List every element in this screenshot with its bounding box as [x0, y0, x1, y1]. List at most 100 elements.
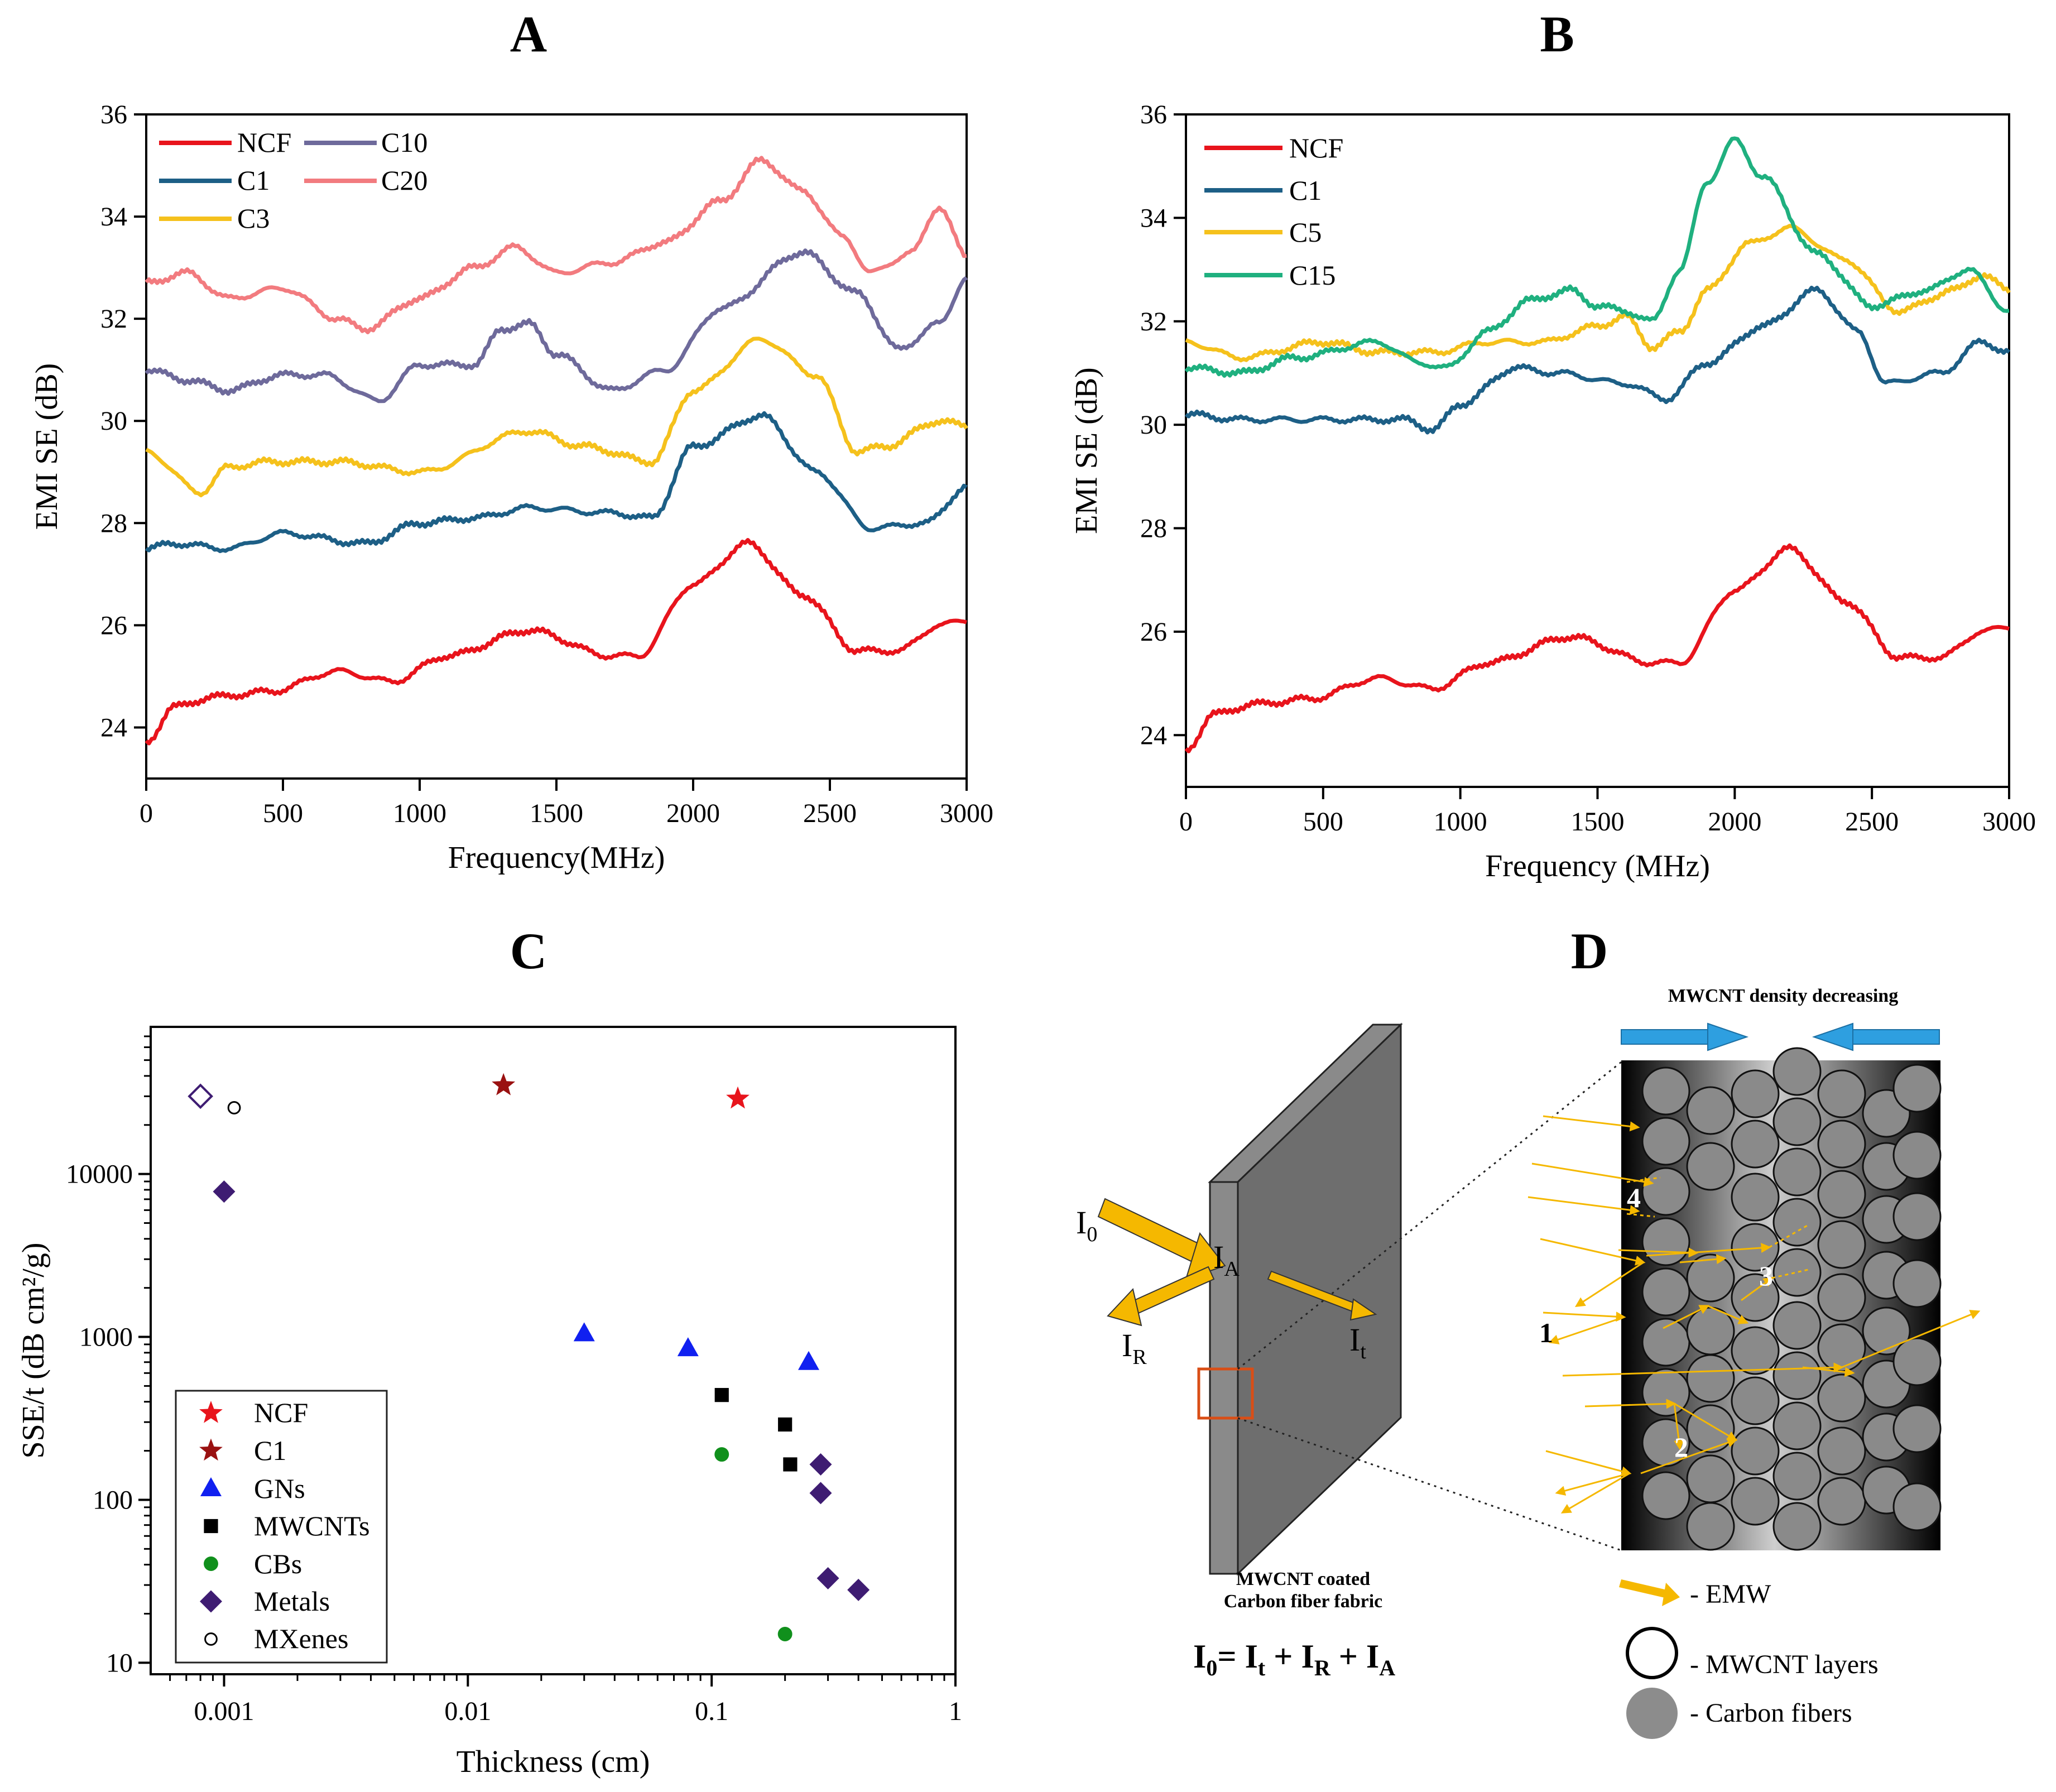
legend-c: NCF C1 GNs MWCNTs CBs Metals MXenes	[175, 1390, 388, 1664]
label-it: It	[1349, 1322, 1366, 1363]
emw-ray	[1673, 1403, 1684, 1450]
emw-ray	[1679, 1254, 1727, 1265]
series-line-ncf	[145, 538, 967, 746]
carbon-fiber	[1817, 1120, 1866, 1169]
carbon-fiber	[1892, 1337, 1942, 1386]
emw-ray	[1707, 1305, 1749, 1324]
incident-arrow	[1097, 1198, 1226, 1280]
point-mwcnts	[714, 1388, 729, 1402]
carbon-fiber	[1731, 1223, 1780, 1272]
legend-c-cbs: CBs	[254, 1548, 302, 1579]
path-number-1: 1	[1539, 1317, 1553, 1348]
y-tick-label: 30	[1140, 410, 1167, 440]
legend-c-mwcnts: MWCNTs	[254, 1510, 370, 1541]
density-arrow-left	[1621, 1022, 1749, 1051]
path-number-4: 4	[1627, 1182, 1641, 1213]
legend-a-c20-label: C20	[381, 165, 427, 196]
y-tick-label: 26	[1140, 617, 1167, 647]
label-ia: IA	[1213, 1239, 1240, 1281]
plot-frame	[150, 1026, 957, 1675]
legend-a-c10-label: C10	[381, 127, 427, 158]
emw-ray-dashed	[1626, 1213, 1655, 1218]
y-tick-label: 32	[1140, 307, 1167, 337]
legend-c-marker	[199, 1401, 223, 1423]
y-tick-label: 30	[100, 406, 127, 436]
carbon-fiber	[1862, 1306, 1911, 1356]
chart-b: 0 500 1000 1500 2000 2500 3000 24 26 28 30 32 34 36 Fr…	[1069, 100, 2036, 883]
x-tick-label: 500	[1303, 807, 1343, 837]
chart-c: 0.001 0.01 0.1 1 10 100 1000 10000 Thickness (cm…	[16, 1026, 962, 1779]
y-axis-title: SSE/t (dB cm²/g)	[16, 1242, 51, 1458]
point-gns	[677, 1337, 699, 1357]
carbon-fiber	[1641, 1318, 1690, 1367]
legend-c-marker	[200, 1477, 222, 1496]
legend-a: NCF C1 C3 C10 C20	[159, 127, 427, 234]
y-tick-label: 28	[100, 508, 127, 538]
panel-letter-b: B	[1540, 6, 1574, 63]
legend-d-emw: - EMW	[1619, 1579, 1771, 1609]
zoom-box	[1197, 1367, 1254, 1420]
panel-letter-a: A	[510, 6, 547, 63]
emw-ray	[1548, 1316, 1625, 1344]
carbon-fiber	[1686, 1502, 1735, 1551]
carbon-fiber	[1731, 1173, 1780, 1222]
emw-ray	[1663, 1305, 1710, 1329]
x-tick-label: 2500	[803, 799, 857, 828]
carbon-fiber	[1817, 1069, 1866, 1118]
emw-ray	[1574, 1261, 1644, 1307]
legend-c-marker	[204, 1519, 218, 1534]
carbon-fiber	[1641, 1117, 1690, 1166]
point-metals	[809, 1453, 832, 1476]
point-c1	[492, 1073, 516, 1096]
emw-ray	[1640, 1438, 1738, 1474]
carbon-fiber	[1892, 1192, 1942, 1241]
point-mwcnts	[778, 1417, 792, 1432]
legend-d-fibers-label: - Carbon fibers	[1690, 1698, 1852, 1728]
carbon-fiber	[1641, 1267, 1690, 1317]
point-cbs	[777, 1627, 792, 1641]
carbon-fiber	[1892, 1404, 1942, 1453]
emw-ray	[1841, 1310, 1981, 1368]
panel-letter-d: D	[1571, 923, 1608, 979]
carbon-fiber	[1731, 1326, 1780, 1375]
carbon-fiber	[1731, 1069, 1780, 1118]
x-tick-label: 0.01	[444, 1697, 491, 1726]
point-gns	[798, 1351, 820, 1370]
legend-c-marker	[199, 1438, 223, 1461]
emw-ray	[1584, 1399, 1676, 1409]
point-metals	[213, 1180, 236, 1203]
diagram-d: I0 IA IR It MWCNT coated Carbon fiber fa…	[1076, 986, 1981, 1739]
carbon-fiber	[1772, 1147, 1822, 1197]
x-tick-label: 0.1	[695, 1697, 728, 1726]
legend-c-ncf: NCF	[254, 1397, 308, 1428]
emw-ray-dashed	[1626, 1176, 1661, 1183]
plot-frame	[1185, 113, 2010, 788]
legend-c-metals: Metals	[254, 1586, 330, 1617]
point-gns	[573, 1322, 595, 1342]
emw-ray	[1545, 1450, 1632, 1476]
fabric-side-face	[1209, 1181, 1239, 1575]
legend-a-c3-label: C3	[237, 203, 270, 234]
y-tick-label: 34	[1140, 203, 1167, 233]
y-axis-title: EMI SE (dB)	[1069, 367, 1104, 534]
zoom-line-bottom	[1237, 1417, 1622, 1551]
legend-a-ncf-label: NCF	[237, 127, 291, 158]
emw-ray	[1741, 1276, 1774, 1301]
path-number-2: 2	[1674, 1431, 1688, 1463]
carbon-fiber	[1641, 1167, 1690, 1216]
legend-c-c1: C1	[254, 1435, 286, 1466]
carbon-fiber	[1772, 1248, 1822, 1297]
emw-ray	[1527, 1196, 1640, 1216]
carbon-fiber	[1772, 1047, 1822, 1096]
emw-ray	[1531, 1162, 1654, 1187]
carbon-fiber	[1817, 1373, 1866, 1423]
y-tick-label: 100	[93, 1485, 133, 1515]
y-tick-label: 26	[100, 611, 127, 640]
legend-b-c15-label: C15	[1289, 260, 1336, 291]
point-metals	[816, 1567, 839, 1590]
zoom-line-top	[1237, 1061, 1622, 1370]
legend-d-emw-label: - EMW	[1690, 1579, 1771, 1609]
reflected-arrow	[1107, 1266, 1215, 1327]
equation: I0= It + IR + IA	[1193, 1638, 1395, 1680]
